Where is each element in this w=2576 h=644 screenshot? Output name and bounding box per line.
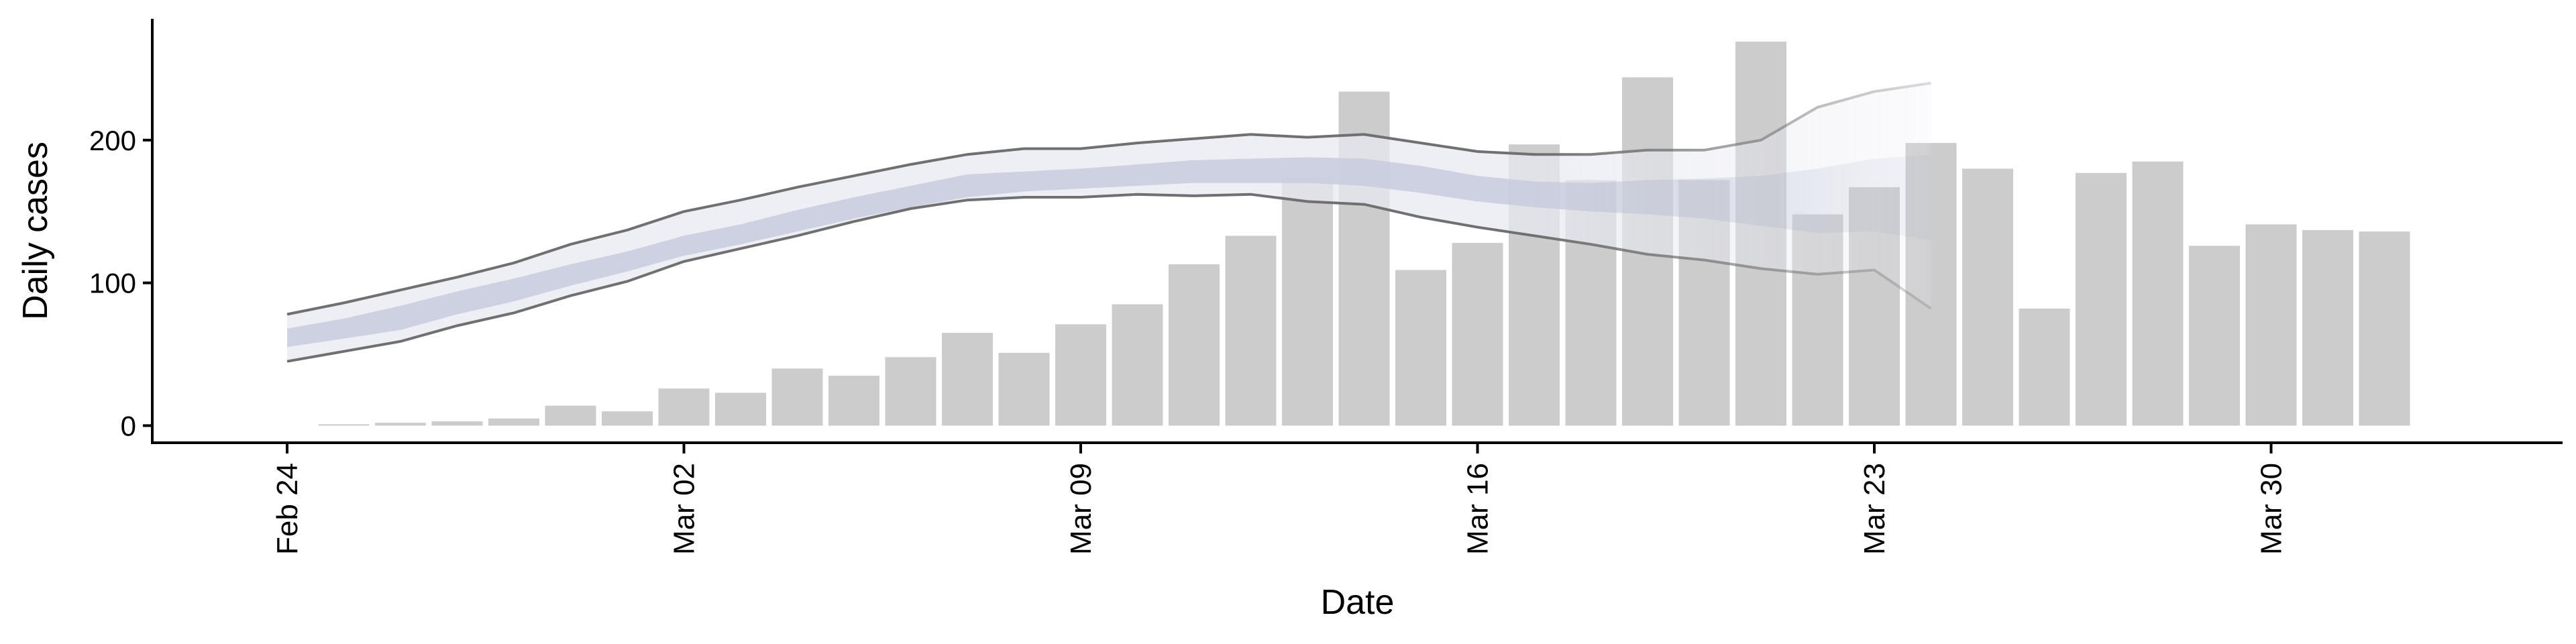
x-axis-title: Date [1321, 583, 1395, 622]
daily-cases-bar [1169, 264, 1220, 425]
x-tick-label: Feb 24 [271, 463, 304, 555]
plot-area [287, 42, 2410, 425]
x-tick-label: Mar 30 [2255, 463, 2288, 555]
y-tick-label: 200 [89, 125, 136, 156]
daily-cases-bar [1282, 177, 1333, 425]
x-tick-label: Mar 23 [1858, 463, 1891, 555]
daily-cases-bar [2189, 246, 2240, 425]
daily-cases-bar [885, 357, 936, 425]
daily-cases-bar [2019, 309, 2070, 425]
daily-cases-bar [1452, 243, 1503, 425]
daily-cases-bar [1055, 324, 1106, 425]
x-tick-label: Mar 02 [668, 463, 701, 555]
daily-cases-bar [2246, 224, 2297, 425]
daily-cases-bar [2302, 230, 2353, 426]
daily-cases-bar [375, 423, 426, 425]
daily-cases-bar [1395, 270, 1446, 426]
daily-cases-bar [772, 368, 823, 425]
daily-cases-bar [999, 353, 1050, 426]
daily-cases-bar [1962, 168, 2013, 425]
y-ticks: 0 100 200 [89, 125, 152, 442]
x-ticks: Feb 24 Mar 02 Mar 09 Mar 16 Mar 23 Mar 30 [271, 443, 2288, 555]
x-tick-label: Mar 09 [1065, 463, 1097, 555]
daily-cases-bar [432, 421, 483, 425]
daily-cases-bar [828, 376, 879, 425]
daily-cases-bar [602, 411, 653, 425]
daily-cases-bar [2076, 173, 2127, 426]
daily-cases-bar [1226, 235, 1277, 425]
daily-cases-bar [488, 419, 539, 426]
daily-cases-bar [2359, 231, 2410, 425]
y-tick-label: 100 [89, 268, 136, 299]
daily-cases-bar [1112, 305, 1163, 426]
daily-cases-bar [942, 333, 993, 425]
x-tick-label: Mar 16 [1462, 463, 1495, 555]
daily-cases-bar [659, 388, 710, 425]
daily-cases-bar [715, 393, 766, 426]
daily-cases-bar [319, 424, 370, 425]
daily-cases-bar [545, 406, 596, 426]
y-tick-label: 0 [121, 410, 136, 441]
y-axis-title: Daily cases [16, 142, 55, 320]
daily-cases-bar [2133, 162, 2184, 426]
